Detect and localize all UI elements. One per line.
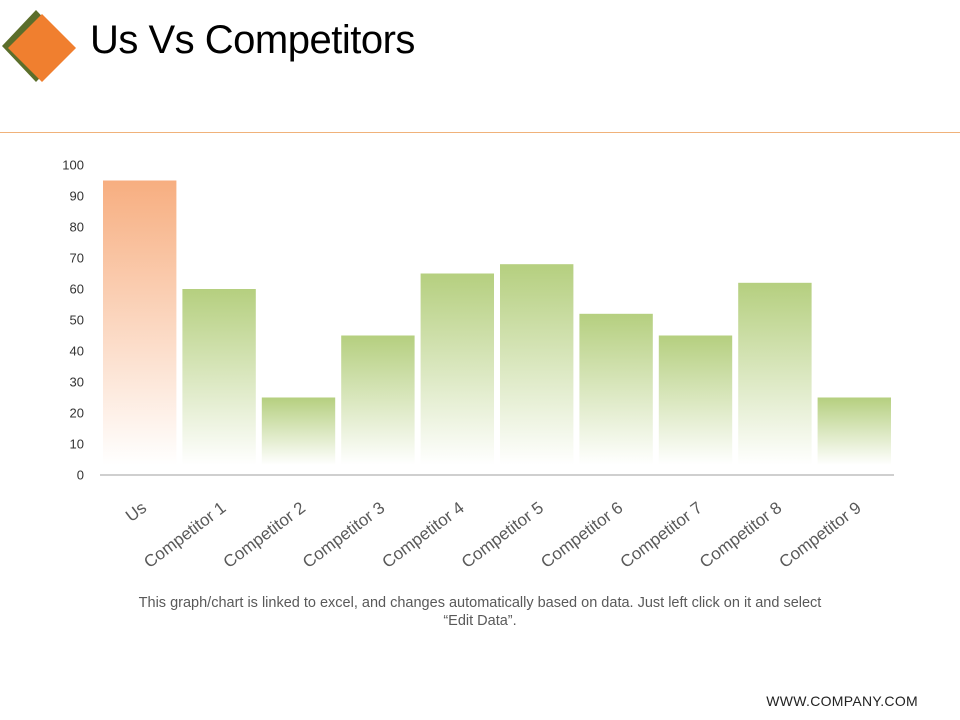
x-category-label: Competitor 2 [220, 498, 309, 572]
y-tick-label: 0 [77, 468, 84, 483]
x-category-label: Competitor 8 [696, 498, 785, 572]
x-category-label: Us [122, 498, 150, 526]
footer-website: WWW.COMPANY.COM [766, 693, 918, 709]
y-tick-label: 40 [70, 344, 84, 359]
x-category-label: Competitor 4 [379, 498, 468, 572]
bar-competitor-9 [817, 397, 891, 465]
bar-competitor-7 [658, 335, 733, 465]
y-tick-label: 80 [70, 220, 84, 235]
bar-competitor-5 [500, 264, 574, 465]
title-divider [0, 132, 960, 133]
x-category-label: Competitor 6 [537, 498, 626, 572]
bar-competitor-3 [341, 335, 415, 465]
page-title: Us Vs Competitors [90, 18, 415, 62]
bar-us [103, 180, 177, 465]
x-category-label: Competitor 9 [776, 498, 865, 572]
y-tick-label: 90 [70, 189, 84, 204]
logo-diamond-icon [0, 6, 80, 82]
y-tick-label: 30 [70, 375, 84, 390]
x-category-label: Competitor 7 [617, 498, 706, 572]
bar-competitor-1 [182, 289, 256, 465]
y-tick-label: 70 [70, 251, 84, 266]
bar-competitor-4 [420, 273, 494, 465]
bar-competitor-8 [738, 282, 812, 465]
y-tick-label: 10 [70, 437, 84, 452]
x-category-label: Competitor 5 [458, 498, 547, 572]
y-tick-label: 20 [70, 406, 84, 421]
chart-note: This graph/chart is linked to excel, and… [138, 595, 822, 629]
y-tick-label: 100 [62, 158, 84, 173]
bar-competitor-6 [579, 313, 653, 465]
bar-competitor-2 [261, 397, 336, 465]
y-tick-label: 60 [70, 282, 84, 297]
x-category-label: Competitor 3 [299, 498, 388, 572]
x-category-label: Competitor 1 [140, 498, 229, 572]
y-tick-label: 50 [70, 313, 84, 328]
